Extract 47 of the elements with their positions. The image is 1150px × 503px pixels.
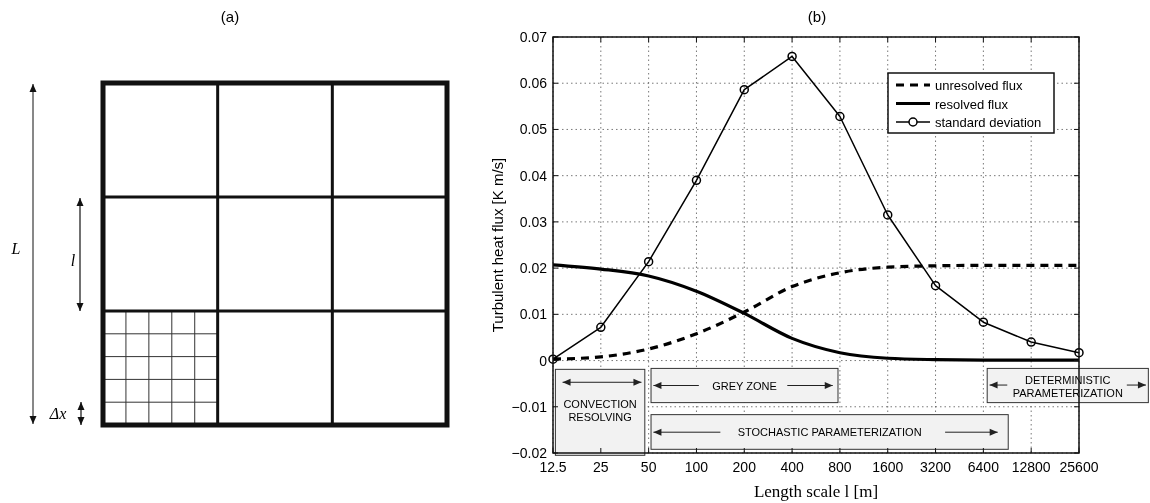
y-tick-label: −0.01 — [511, 398, 548, 415]
point — [1026, 337, 1036, 347]
text: Δx — [48, 405, 67, 422]
y-tick-label: 0 — [539, 352, 548, 369]
point — [596, 322, 606, 333]
chart-title: (b) — [807, 8, 827, 25]
annotation: CONVECTION RESOLVING — [563, 398, 637, 424]
point — [835, 111, 845, 122]
point — [739, 84, 750, 95]
x-tick-label: 800 — [828, 459, 852, 475]
point — [930, 280, 941, 291]
x-tick-label: 1600 — [872, 459, 904, 475]
point — [787, 51, 797, 62]
x-tick-label: 100 — [684, 459, 709, 475]
x-tick-label: 200 — [732, 459, 757, 475]
x-tick-label: 6400 — [967, 459, 1000, 475]
point — [1074, 347, 1084, 358]
point — [978, 317, 989, 327]
x-tick-label: 25600 — [1059, 459, 1099, 475]
y-tick-label: 0.05 — [519, 121, 548, 138]
point — [643, 256, 654, 267]
annotation: STOCHASTIC PARAMETERIZATION — [737, 426, 922, 439]
y-tick-label: 0.02 — [519, 260, 548, 277]
x-tick-label: 50 — [640, 459, 657, 475]
x-axis-title: Length scale l [m] — [753, 482, 879, 501]
y-tick-label: 0.03 — [519, 213, 548, 230]
text: L — [10, 240, 21, 257]
point — [882, 210, 893, 220]
text: l — [70, 252, 76, 269]
x-tick-label: 12.5 — [539, 459, 567, 475]
legend-label: unresolved flux — [935, 78, 1023, 93]
text: (a) — [220, 8, 240, 25]
y-axis-title: Turbulent heat flux [K m/s] — [489, 157, 506, 333]
legend-label: resolved flux — [935, 96, 1009, 112]
x-tick-label: 12800 — [1011, 459, 1051, 475]
y-tick-label: −0.02 — [511, 445, 548, 461]
annotation: GREY ZONE — [712, 379, 777, 392]
x-tick-label: 400 — [780, 459, 804, 475]
point — [548, 354, 558, 364]
y-tick-label: 0.06 — [519, 75, 548, 92]
x-tick-label: 25 — [593, 459, 609, 475]
x-tick-label: 3200 — [919, 459, 952, 475]
y-tick-label: 0.07 — [519, 29, 548, 45]
y-tick-label: 0.04 — [519, 167, 548, 184]
point — [691, 175, 702, 186]
legend-label: standard deviation — [935, 115, 1042, 130]
y-tick-label: 0.01 — [519, 306, 548, 323]
